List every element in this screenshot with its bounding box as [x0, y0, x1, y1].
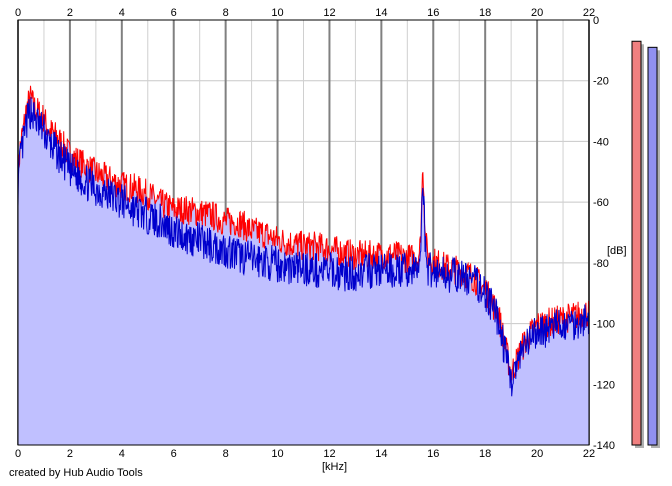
x-tick-bottom-label: 20 [531, 448, 543, 460]
x-ticks-top: 0 2 4 6 8 10 12 14 16 18 20 22 [15, 7, 595, 19]
y-tick-label: -120 [593, 379, 615, 391]
y-ticks-right: 0 -20 -40 -60 -80 -100 -120 -140 [593, 15, 615, 452]
series-line-2 [17, 97, 590, 397]
x-axis-label: [kHz] [322, 461, 347, 473]
plot-frame [17, 19, 590, 446]
x-tick-bottom-label: 14 [375, 448, 387, 460]
x-tick-bottom-label: 18 [479, 448, 491, 460]
y-tick-label: -100 [593, 319, 615, 331]
x-tick-bottom-label: 4 [119, 448, 125, 460]
y-tick-label: -140 [593, 440, 615, 452]
y-axis-label: [dB] [607, 245, 627, 257]
x-tick-top-label: 14 [375, 7, 387, 19]
series-lines [17, 85, 590, 397]
x-tick-bottom-label: 0 [15, 448, 21, 460]
y-tick-label: -40 [593, 136, 609, 148]
level-meter-1 [631, 40, 642, 446]
x-tick-top-label: 8 [223, 7, 229, 19]
x-tick-top-label: 2 [67, 7, 73, 19]
x-tick-top-label: 12 [323, 7, 335, 19]
y-tick-label: -60 [593, 197, 609, 209]
x-tick-top-label: 22 [583, 7, 595, 19]
y-tick-label: -20 [593, 76, 609, 88]
level-meter-2 [647, 46, 658, 446]
x-tick-top-label: 16 [427, 7, 439, 19]
y-tick-label: 0 [593, 15, 599, 27]
level-meters [631, 40, 660, 448]
x-tick-bottom-label: 6 [171, 448, 177, 460]
x-tick-top-label: 4 [119, 7, 125, 19]
x-tick-top-label: 10 [271, 7, 283, 19]
x-tick-top-label: 20 [531, 7, 543, 19]
x-tick-top-label: 6 [171, 7, 177, 19]
y-tick-label: -80 [593, 258, 609, 270]
x-tick-top-label: 18 [479, 7, 491, 19]
x-tick-bottom-label: 10 [271, 448, 283, 460]
x-ticks-bottom: 0 2 4 6 8 10 12 14 16 18 20 22 [15, 448, 595, 460]
x-tick-bottom-label: 12 [323, 448, 335, 460]
x-tick-bottom-label: 22 [583, 448, 595, 460]
x-tick-bottom-label: 16 [427, 448, 439, 460]
x-tick-bottom-label: 8 [223, 448, 229, 460]
x-tick-bottom-label: 2 [67, 448, 73, 460]
x-tick-top-label: 0 [15, 7, 21, 19]
credit-text: created by Hub Audio Tools [9, 467, 143, 479]
